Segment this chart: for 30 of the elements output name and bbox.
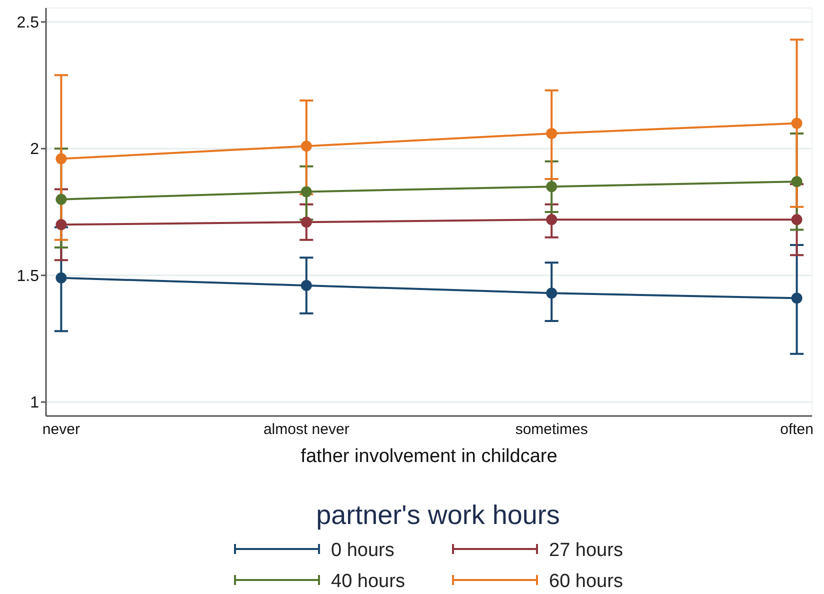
- point: [300, 140, 312, 152]
- legend-title: partner's work hours: [316, 500, 560, 530]
- point: [300, 186, 312, 198]
- point: [56, 194, 67, 205]
- point: [791, 176, 802, 188]
- x-axis-title: father involvement in childcare: [300, 446, 558, 467]
- point: [791, 292, 802, 304]
- legend-label: 40 hours: [331, 571, 405, 592]
- point: [791, 118, 802, 129]
- point: [300, 280, 312, 291]
- point: [546, 214, 558, 226]
- point: [546, 181, 558, 192]
- x-tick-label: never: [42, 421, 80, 438]
- y-tick-label: 2: [30, 141, 40, 158]
- x-tick-label: almost never: [263, 421, 350, 438]
- legend-label: 60 hours: [549, 571, 623, 592]
- x-tick-label: sometimes: [515, 421, 588, 438]
- y-tick-label: 2.5: [16, 14, 40, 32]
- point: [56, 153, 67, 164]
- point: [546, 288, 558, 299]
- point: [56, 219, 67, 230]
- x-tick-label: often: [780, 421, 814, 438]
- point: [546, 128, 558, 139]
- y-tick-label: 1: [30, 394, 40, 412]
- legend-label: 0 hours: [331, 540, 394, 561]
- y-tick-label: 1.5: [16, 268, 40, 285]
- legend-label: 27 hours: [549, 540, 623, 561]
- point: [791, 214, 802, 226]
- point: [56, 272, 67, 284]
- point: [300, 216, 312, 228]
